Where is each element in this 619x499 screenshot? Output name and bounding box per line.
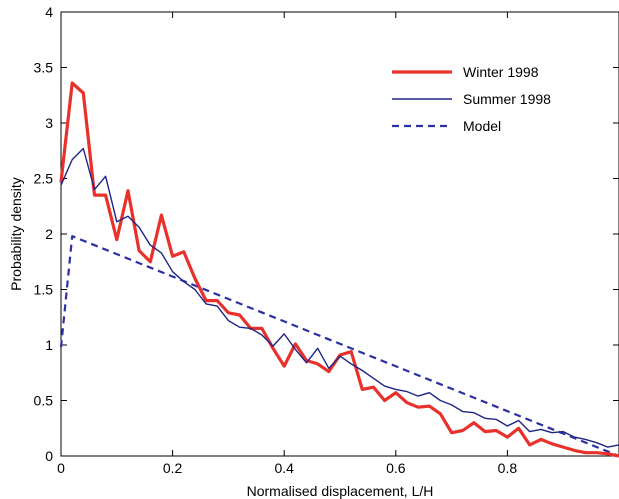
series-line-summer-1998 [60, 147, 619, 448]
legend: Winter 1998 Summer 1998 Model [392, 64, 551, 134]
legend-label: Winter 1998 [463, 64, 539, 80]
y-tick-label: 4 [45, 4, 53, 20]
x-tick-label: 0.8 [498, 460, 518, 476]
x-tick-label: 0 [57, 460, 65, 476]
y-tick-label: 1.5 [34, 282, 54, 298]
y-tick-label: 0.5 [34, 393, 54, 409]
plot-area [60, 11, 619, 457]
series-layer [59, 81, 619, 458]
x-tick-label: 0.4 [274, 460, 294, 476]
y-tick-label: 0 [45, 448, 53, 464]
y-axis-label: Probability density [8, 177, 24, 291]
legend-label: Model [463, 118, 501, 134]
series-line-winter-1998 [59, 81, 619, 458]
y-tick-label: 2.5 [34, 171, 54, 187]
x-tick-label: 0.2 [163, 460, 183, 476]
series-line-model [59, 235, 619, 458]
legend-label: Summer 1998 [463, 91, 551, 107]
y-tick-label: 2 [45, 226, 53, 242]
x-axis-label: Normalised displacement, L/H [247, 483, 434, 499]
y-tick-label: 1 [45, 337, 53, 353]
y-tick-label: 3 [45, 115, 53, 131]
y-tick-label: 3.5 [34, 60, 54, 76]
x-tick-label: 0.6 [386, 460, 406, 476]
x-axis-ticks: 0 0.2 0.4 0.6 0.8 [57, 12, 517, 476]
